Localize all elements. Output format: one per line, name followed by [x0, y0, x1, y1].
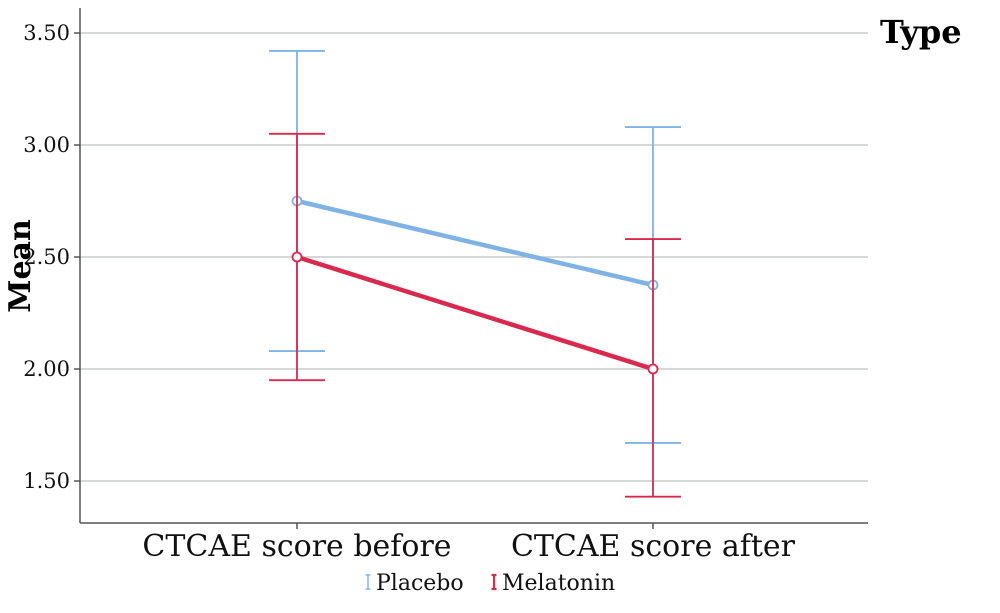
legend-entry: Melatonin	[502, 571, 615, 596]
data-point	[291, 251, 303, 263]
y-tick-label: 3.00	[23, 133, 70, 157]
y-tick-label: 2.50	[23, 245, 70, 269]
series-line	[296, 254, 654, 372]
series-layer	[269, 50, 681, 498]
y-axis-title: Mean	[3, 219, 38, 313]
y-tick-label: 1.50	[23, 469, 70, 493]
y-tick-label: 3.50	[23, 21, 70, 45]
y-tick-labels: 1.50 2.00 2.50 3.00 3.50	[23, 21, 70, 493]
y-tick-label: 2.00	[23, 357, 70, 381]
data-point	[647, 363, 659, 375]
series-placebo	[269, 50, 681, 444]
x-category-label: CTCAE score after	[511, 529, 796, 564]
series-line	[296, 198, 654, 288]
legend: Placebo Melatonin	[365, 571, 615, 596]
series-melatonin	[269, 132, 681, 498]
gridlines	[74, 32, 868, 482]
legend-title: Type	[880, 13, 962, 51]
x-category-label: CTCAE score before	[142, 529, 451, 564]
legend-entry: Placebo	[376, 571, 464, 596]
x-category-labels: CTCAE score before CTCAE score after	[142, 523, 796, 564]
